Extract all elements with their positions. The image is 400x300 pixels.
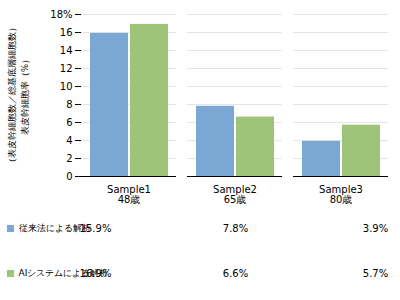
svg-text:Sample148歳: Sample148歳 (107, 184, 151, 205)
svg-text:従来法による解析: 従来法による解析 (18, 223, 91, 234)
svg-text:16: 16 (60, 27, 73, 38)
svg-text:4: 4 (66, 135, 72, 146)
svg-text:12: 12 (60, 63, 73, 74)
svg-text:14: 14 (60, 45, 73, 56)
svg-text:16.9%: 16.9% (80, 268, 112, 279)
svg-text:AIシステムによる解析: AIシステムによる解析 (18, 268, 109, 279)
svg-text:7.8%: 7.8% (223, 223, 248, 234)
svg-text:18%: 18% (50, 9, 72, 20)
svg-text:表皮幹細胞率（%）: 表皮幹細胞率（%） (20, 55, 30, 135)
svg-text:6: 6 (66, 117, 72, 128)
svg-text:Sample265歳: Sample265歳 (213, 184, 257, 205)
svg-text:8: 8 (66, 99, 72, 110)
svg-text:6.6%: 6.6% (223, 268, 248, 279)
svg-text:2: 2 (66, 153, 72, 164)
svg-text:3.9%: 3.9% (363, 223, 388, 234)
svg-text:0: 0 (66, 171, 72, 182)
svg-text:（表皮幹細胞数／総基底層細胞数）: （表皮幹細胞数／総基底層細胞数） (7, 23, 17, 167)
svg-text:Sample380歳: Sample380歳 (319, 184, 363, 205)
svg-text:10: 10 (60, 81, 73, 92)
svg-text:5.7%: 5.7% (363, 268, 388, 279)
svg-text:15.9%: 15.9% (80, 223, 112, 234)
